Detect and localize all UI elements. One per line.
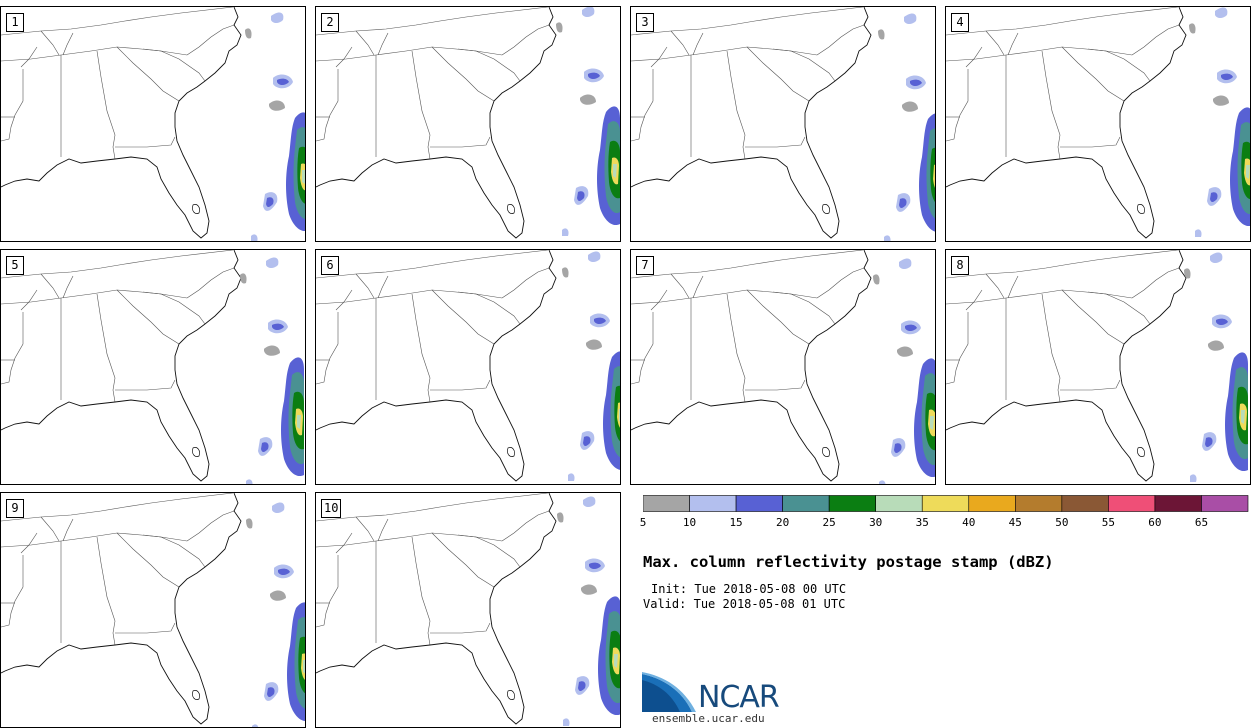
ensemble-member-map-panel: 2 bbox=[315, 6, 621, 242]
init-value: Tue 2018-05-08 00 UTC bbox=[694, 582, 847, 596]
chart-title: Max. column reflectivity postage stamp (… bbox=[643, 553, 1054, 571]
init-label: Init: bbox=[651, 582, 688, 596]
ensemble-member-map-panel: 5 bbox=[0, 249, 306, 485]
valid-label: Valid: bbox=[643, 597, 687, 611]
colorbar-segment bbox=[1015, 495, 1063, 512]
init-time: Init: Tue 2018-05-08 00 UTC bbox=[651, 582, 846, 596]
ensemble-member-map-panel: 3 bbox=[630, 6, 936, 242]
ensemble-member-map-panel: 4 bbox=[945, 6, 1251, 242]
colorbar-segment bbox=[1108, 495, 1156, 512]
panel-number-label: 10 bbox=[321, 499, 342, 518]
colorbar-tick-label: 5 bbox=[639, 516, 647, 529]
colorbar-segment bbox=[643, 495, 690, 512]
map-drawing bbox=[1, 493, 305, 727]
map-drawing bbox=[631, 250, 935, 484]
valid-time: Valid: Tue 2018-05-08 01 UTC bbox=[643, 597, 845, 611]
colorbar-tick-label: 45 bbox=[1008, 516, 1022, 529]
panel-number-label: 5 bbox=[6, 256, 24, 275]
panel-number-label: 6 bbox=[321, 256, 339, 275]
panel-number-label: 2 bbox=[321, 13, 339, 32]
colorbar-tick-label: 10 bbox=[682, 516, 697, 529]
colorbar-tick-label: 30 bbox=[869, 516, 883, 529]
map-drawing bbox=[316, 250, 620, 482]
map-drawing bbox=[1, 7, 305, 241]
panel-number-label: 4 bbox=[951, 13, 969, 32]
ensemble-member-map-panel: 1 bbox=[0, 6, 306, 242]
colorbar-tick-label: 60 bbox=[1148, 516, 1162, 529]
colorbar-segment bbox=[828, 495, 876, 512]
colorbar-segment bbox=[1154, 495, 1202, 512]
panel-number-label: 3 bbox=[636, 13, 654, 32]
reflectivity-colorbar bbox=[643, 495, 1249, 512]
colorbar-tick-label: 20 bbox=[775, 516, 790, 529]
ensemble-member-map-panel: 6 bbox=[315, 249, 621, 485]
colorbar-tick-label: 35 bbox=[915, 516, 929, 529]
colorbar-tick-label: 15 bbox=[729, 516, 743, 529]
colorbar-segment bbox=[735, 495, 783, 512]
colorbar-segment bbox=[1061, 495, 1109, 512]
valid-value: Tue 2018-05-08 01 UTC bbox=[693, 597, 846, 611]
map-drawing bbox=[316, 493, 620, 726]
panel-number-label: 7 bbox=[636, 256, 654, 275]
colorbar-tick-label: 40 bbox=[962, 516, 976, 529]
map-drawing bbox=[631, 7, 935, 241]
ensemble-member-map-panel: 8 bbox=[945, 249, 1251, 485]
ensemble-member-map-panel: 10 bbox=[315, 492, 621, 728]
panel-number-label: 1 bbox=[6, 13, 24, 32]
map-drawing bbox=[946, 7, 1250, 239]
panel-number-label: 8 bbox=[951, 256, 969, 275]
colorbar-segment bbox=[921, 495, 970, 512]
colorbar-tick-label: 50 bbox=[1055, 516, 1069, 529]
ncar-logo-icon bbox=[642, 672, 696, 712]
colorbar-tick-label: 65 bbox=[1194, 516, 1209, 529]
colorbar-segment bbox=[1201, 495, 1249, 512]
colorbar-segment bbox=[968, 495, 1016, 512]
map-drawing bbox=[316, 7, 620, 239]
colorbar-segment bbox=[875, 495, 923, 512]
map-drawing bbox=[1, 250, 304, 484]
website-url: ensemble.ucar.edu bbox=[652, 712, 765, 725]
colorbar-tick-label: 55 bbox=[1101, 516, 1115, 529]
panel-number-label: 9 bbox=[6, 499, 24, 518]
ensemble-member-map-panel: 7 bbox=[630, 249, 936, 485]
colorbar-segment bbox=[689, 495, 737, 512]
map-drawing bbox=[946, 250, 1248, 482]
colorbar-tick-label: 25 bbox=[822, 516, 836, 529]
ensemble-member-map-panel: 9 bbox=[0, 492, 306, 728]
ncar-logo-text: NCAR bbox=[698, 680, 780, 715]
colorbar-segment bbox=[782, 495, 830, 512]
